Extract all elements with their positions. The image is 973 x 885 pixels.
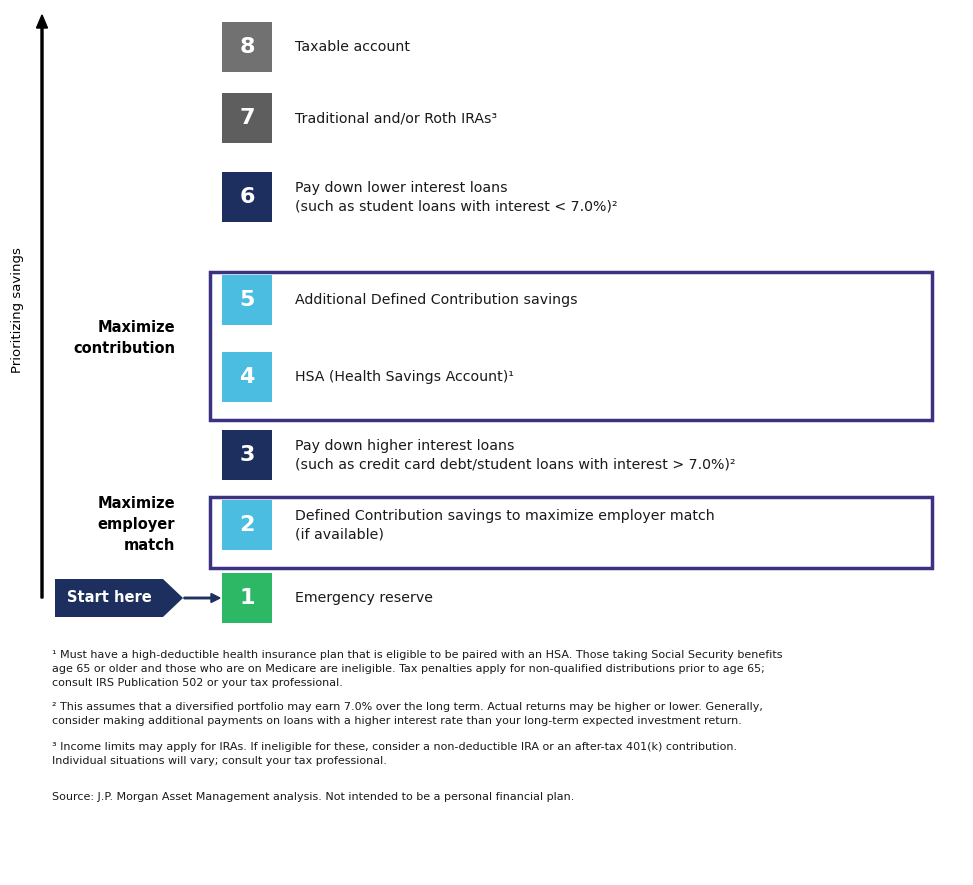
- Text: Additional Defined Contribution savings: Additional Defined Contribution savings: [295, 293, 578, 307]
- Text: ² This assumes that a diversified portfolio may earn 7.0% over the long term. Ac: ² This assumes that a diversified portfo…: [52, 702, 763, 726]
- FancyArrow shape: [37, 15, 48, 598]
- Text: Source: J.P. Morgan Asset Management analysis. Not intended to be a personal fin: Source: J.P. Morgan Asset Management ana…: [52, 792, 574, 802]
- Text: 4: 4: [239, 367, 255, 387]
- Text: Pay down higher interest loans
(such as credit card debt/student loans with inte: Pay down higher interest loans (such as …: [295, 439, 736, 472]
- Text: ³ Income limits may apply for IRAs. If ineligible for these, consider a non-dedu: ³ Income limits may apply for IRAs. If i…: [52, 742, 738, 766]
- Text: Taxable account: Taxable account: [295, 40, 410, 54]
- Text: Emergency reserve: Emergency reserve: [295, 591, 433, 605]
- Text: 6: 6: [239, 187, 255, 207]
- Text: 1: 1: [239, 588, 255, 608]
- Bar: [222, 172, 272, 222]
- Text: HSA (Health Savings Account)¹: HSA (Health Savings Account)¹: [295, 370, 514, 384]
- Text: ¹ Must have a high-deductible health insurance plan that is eligible to be paire: ¹ Must have a high-deductible health ins…: [52, 650, 782, 688]
- Bar: [222, 352, 272, 402]
- Text: Traditional and/or Roth IRAs³: Traditional and/or Roth IRAs³: [295, 111, 497, 125]
- Bar: [222, 93, 272, 143]
- Bar: [222, 275, 272, 325]
- Bar: [222, 22, 272, 72]
- Polygon shape: [55, 579, 183, 617]
- Bar: [222, 500, 272, 550]
- Text: Maximize
employer
match: Maximize employer match: [97, 496, 175, 553]
- Bar: [222, 573, 272, 623]
- Text: 3: 3: [239, 445, 255, 465]
- Text: Start here: Start here: [66, 590, 152, 605]
- Text: 7: 7: [239, 108, 255, 128]
- Text: Prioritizing savings: Prioritizing savings: [12, 247, 24, 373]
- Bar: [210, 497, 932, 568]
- Text: Pay down lower interest loans
(such as student loans with interest < 7.0%)²: Pay down lower interest loans (such as s…: [295, 181, 618, 213]
- Bar: [222, 430, 272, 480]
- Text: 5: 5: [239, 290, 255, 310]
- Text: Maximize
contribution: Maximize contribution: [73, 320, 175, 356]
- Text: Defined Contribution savings to maximize employer match
(if available): Defined Contribution savings to maximize…: [295, 509, 715, 542]
- Text: 8: 8: [239, 37, 255, 57]
- Bar: [210, 272, 932, 420]
- Text: 2: 2: [239, 515, 255, 535]
- FancyArrow shape: [184, 594, 220, 603]
